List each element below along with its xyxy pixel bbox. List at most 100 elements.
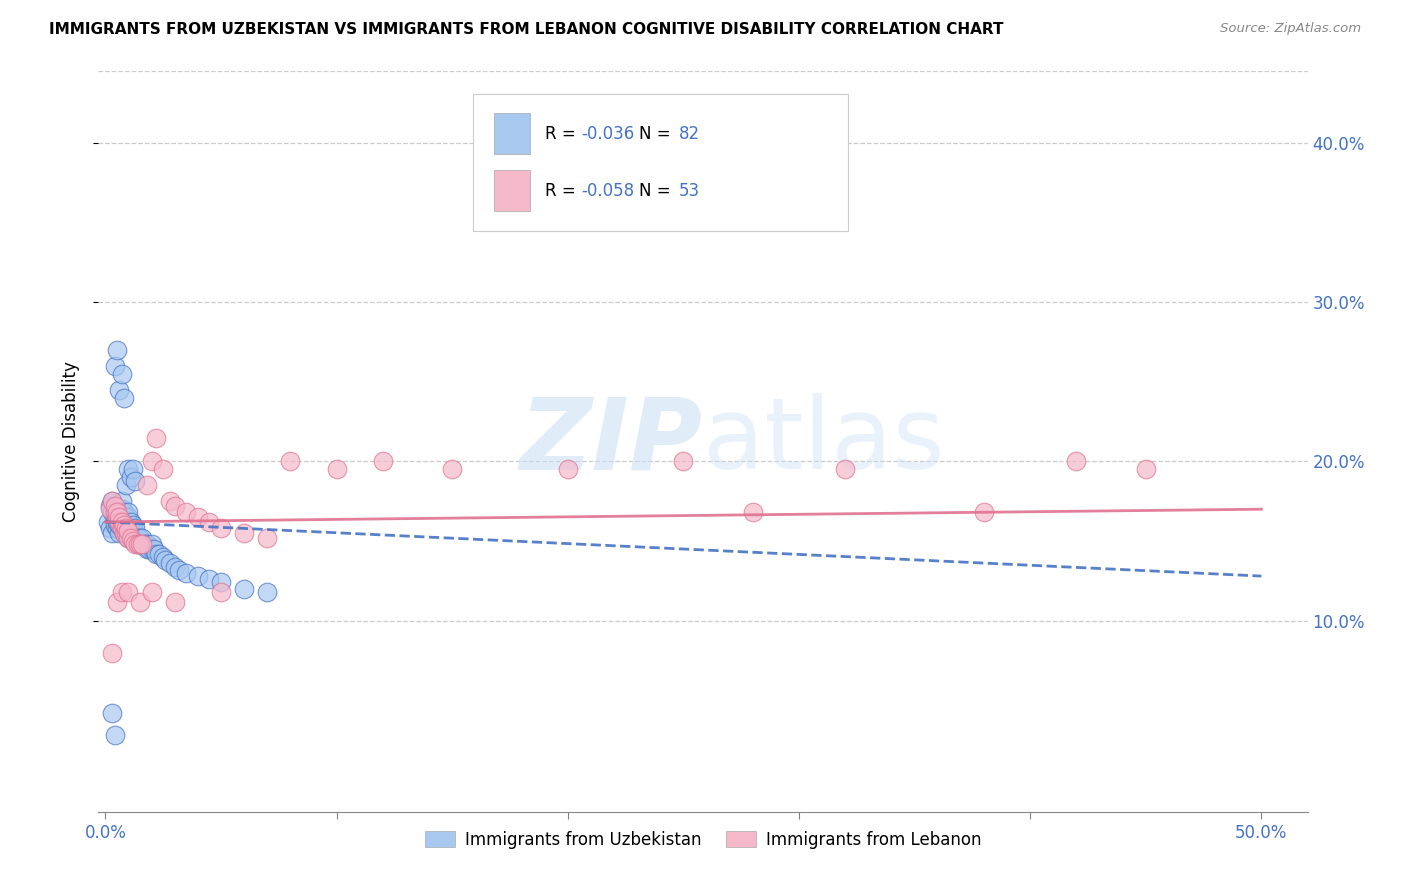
Point xyxy=(124,537,146,551)
Point xyxy=(115,526,138,541)
Point xyxy=(131,531,153,545)
Point xyxy=(120,531,142,545)
Point xyxy=(120,470,142,484)
Y-axis label: Cognitive Disability: Cognitive Disability xyxy=(62,361,80,522)
Point xyxy=(115,510,138,524)
Point xyxy=(98,499,121,513)
Bar xyxy=(494,169,530,211)
Point xyxy=(108,510,131,524)
Point xyxy=(741,505,763,519)
Point xyxy=(117,515,139,529)
Point xyxy=(209,521,232,535)
Point xyxy=(105,510,128,524)
Point xyxy=(122,534,145,549)
Point xyxy=(115,478,138,492)
Bar xyxy=(494,112,530,154)
Point xyxy=(187,510,209,524)
Point xyxy=(108,518,131,533)
Point xyxy=(105,502,128,516)
Point xyxy=(233,526,256,541)
FancyBboxPatch shape xyxy=(474,94,848,230)
Point xyxy=(105,515,128,529)
Point xyxy=(163,594,186,608)
Point xyxy=(136,478,159,492)
Point xyxy=(124,534,146,549)
Point xyxy=(557,462,579,476)
Point xyxy=(112,510,135,524)
Point xyxy=(163,499,186,513)
Point xyxy=(142,541,165,556)
Point xyxy=(127,531,149,545)
Point xyxy=(117,531,139,545)
Point xyxy=(145,547,167,561)
Point xyxy=(278,454,301,468)
Point xyxy=(233,582,256,596)
Point xyxy=(104,510,127,524)
Point xyxy=(155,553,177,567)
Point xyxy=(124,521,146,535)
Point xyxy=(97,515,120,529)
Point xyxy=(112,518,135,533)
Point xyxy=(141,585,163,599)
Point xyxy=(112,505,135,519)
Point xyxy=(136,537,159,551)
Point xyxy=(120,515,142,529)
Point xyxy=(134,537,156,551)
Point xyxy=(122,462,145,476)
Point xyxy=(122,531,145,545)
Text: 53: 53 xyxy=(679,182,700,200)
Point xyxy=(129,537,152,551)
Point xyxy=(138,541,160,556)
Point xyxy=(124,526,146,541)
Point xyxy=(101,526,124,541)
Point xyxy=(174,566,197,580)
Point xyxy=(115,526,138,541)
Point xyxy=(110,585,132,599)
Text: ZIP: ZIP xyxy=(520,393,703,490)
Point xyxy=(117,524,139,539)
Point xyxy=(131,537,153,551)
Text: R =: R = xyxy=(544,182,581,200)
Point xyxy=(141,541,163,556)
Point xyxy=(117,531,139,545)
Point xyxy=(105,505,128,519)
Point xyxy=(108,505,131,519)
Point xyxy=(973,505,995,519)
Point xyxy=(834,462,856,476)
Point xyxy=(169,563,191,577)
Point xyxy=(1066,454,1088,468)
Point xyxy=(112,391,135,405)
Point xyxy=(209,585,232,599)
Point xyxy=(325,462,347,476)
Point xyxy=(108,510,131,524)
Point xyxy=(104,359,127,373)
Point xyxy=(105,521,128,535)
Point xyxy=(105,510,128,524)
Point xyxy=(108,383,131,397)
Point xyxy=(129,537,152,551)
Point xyxy=(98,521,121,535)
Point xyxy=(104,499,127,513)
Point xyxy=(148,547,170,561)
Point xyxy=(105,343,128,357)
Point xyxy=(136,541,159,556)
Text: 82: 82 xyxy=(679,125,700,143)
Point xyxy=(108,515,131,529)
Point xyxy=(117,521,139,535)
Point xyxy=(110,521,132,535)
Text: -0.058: -0.058 xyxy=(581,182,634,200)
Point xyxy=(159,494,181,508)
Point xyxy=(117,505,139,519)
Point xyxy=(115,521,138,535)
Point xyxy=(98,502,121,516)
Text: Source: ZipAtlas.com: Source: ZipAtlas.com xyxy=(1220,22,1361,36)
Text: atlas: atlas xyxy=(703,393,945,490)
Point xyxy=(122,518,145,533)
Text: N =: N = xyxy=(638,182,676,200)
Point xyxy=(256,531,278,545)
Text: -0.036: -0.036 xyxy=(581,125,634,143)
Point xyxy=(115,515,138,529)
Point xyxy=(127,537,149,551)
Point xyxy=(198,515,221,529)
Point xyxy=(110,510,132,524)
